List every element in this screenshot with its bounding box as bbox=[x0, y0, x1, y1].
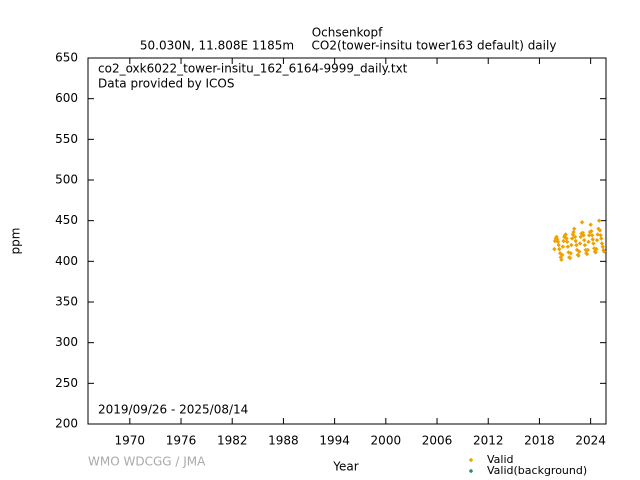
data-point bbox=[591, 241, 596, 246]
data-point bbox=[581, 233, 586, 238]
data-point bbox=[597, 228, 603, 233]
x-tick-label: 1976 bbox=[166, 434, 197, 448]
legend-label: Valid(background) bbox=[487, 464, 587, 477]
data-point bbox=[572, 226, 577, 231]
y-tick-label: 650 bbox=[55, 51, 78, 65]
x-tick-label: 1994 bbox=[319, 434, 350, 448]
annotation: 2019/09/26 - 2025/08/14 bbox=[98, 403, 248, 417]
data-point bbox=[573, 238, 578, 244]
data-point bbox=[556, 242, 561, 248]
data-point bbox=[598, 233, 603, 238]
data-point bbox=[552, 238, 558, 244]
y-tick-label: 400 bbox=[55, 254, 78, 268]
x-tick-label: 2006 bbox=[422, 434, 453, 448]
y-tick-label: 350 bbox=[55, 295, 78, 309]
data-point bbox=[599, 241, 605, 246]
x-tick-label: 1970 bbox=[115, 434, 146, 448]
data-point bbox=[561, 238, 566, 244]
data-point bbox=[563, 232, 568, 237]
data-point bbox=[557, 251, 563, 256]
y-axis-label: ppm bbox=[9, 228, 23, 255]
data-point bbox=[574, 242, 579, 248]
data-point bbox=[594, 246, 599, 252]
data-point bbox=[601, 249, 607, 254]
data-point bbox=[569, 236, 575, 241]
x-tick-label: 1982 bbox=[217, 434, 248, 448]
data-point bbox=[572, 234, 578, 240]
data-point bbox=[578, 234, 583, 240]
y-tick-label: 200 bbox=[55, 417, 78, 431]
data-point bbox=[589, 229, 594, 234]
x-axis-label: Year bbox=[332, 460, 358, 474]
chart-title: Ochsenkopf bbox=[312, 26, 383, 40]
data-point bbox=[567, 255, 573, 261]
data-point bbox=[589, 233, 595, 238]
data-point bbox=[599, 236, 604, 241]
x-tick-label: 2000 bbox=[371, 434, 402, 448]
annotation: Data provided by ICOS bbox=[98, 77, 234, 91]
data-point bbox=[576, 253, 581, 258]
annotation: co2_oxk6022_tower-insitu_162_6164-9999_d… bbox=[98, 62, 408, 76]
legend-marker bbox=[468, 457, 474, 463]
data-point bbox=[586, 239, 591, 245]
data-point bbox=[584, 251, 590, 257]
data-point bbox=[554, 234, 559, 240]
credit: WMO WDCGG / JMA bbox=[88, 455, 206, 469]
data-point bbox=[571, 229, 576, 235]
y-tick-label: 300 bbox=[55, 335, 78, 349]
data-point bbox=[594, 237, 600, 243]
data-point bbox=[562, 234, 567, 240]
data-point bbox=[577, 249, 582, 254]
data-point bbox=[564, 239, 570, 245]
x-tick-label: 2018 bbox=[524, 434, 555, 448]
data-point bbox=[568, 251, 573, 256]
data-point bbox=[596, 218, 602, 223]
y-tick-label: 600 bbox=[55, 91, 78, 105]
data-point bbox=[600, 244, 605, 249]
legend-marker bbox=[468, 468, 474, 474]
legend-label: Valid bbox=[487, 453, 514, 466]
data-point bbox=[586, 233, 592, 238]
data-point bbox=[557, 246, 562, 252]
chart-subtitle: 50.030N, 11.808E 1185m bbox=[140, 39, 294, 53]
data-point bbox=[560, 244, 566, 249]
data-point bbox=[582, 242, 588, 248]
data-point bbox=[588, 222, 593, 227]
data-point bbox=[585, 247, 591, 253]
y-tick-label: 550 bbox=[55, 132, 78, 146]
data-point bbox=[574, 247, 580, 253]
data-point bbox=[595, 232, 600, 237]
data-point bbox=[601, 247, 606, 253]
data-point bbox=[577, 241, 583, 246]
data-point bbox=[555, 239, 561, 245]
y-tick-label: 500 bbox=[55, 173, 78, 187]
data-point bbox=[560, 252, 565, 258]
data-point bbox=[569, 242, 574, 248]
data-point bbox=[593, 250, 598, 255]
x-tick-label: 1988 bbox=[268, 434, 299, 448]
x-tick-label: 2024 bbox=[575, 434, 606, 448]
data-point bbox=[580, 230, 585, 236]
chart-subtitle: CO2(tower-insitu tower163 default) daily bbox=[312, 39, 557, 53]
data-point bbox=[559, 257, 564, 262]
plot-frame bbox=[87, 57, 607, 425]
y-tick-label: 250 bbox=[55, 376, 78, 390]
data-point bbox=[579, 220, 585, 225]
y-tick-label: 450 bbox=[55, 213, 78, 227]
data-point bbox=[596, 226, 601, 231]
x-tick-label: 2012 bbox=[473, 434, 504, 448]
data-point bbox=[565, 244, 571, 249]
data-point bbox=[554, 237, 560, 242]
data-point bbox=[582, 237, 587, 243]
data-point bbox=[552, 246, 557, 252]
data-point bbox=[564, 236, 569, 241]
data-point bbox=[590, 237, 595, 242]
data-point bbox=[570, 232, 576, 237]
